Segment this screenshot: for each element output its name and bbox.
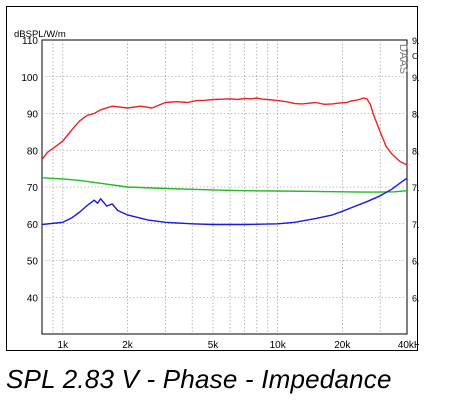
x-tick-label: 40kHz	[398, 340, 419, 351]
chart-caption: SPL 2.83 V - Phase - Impedance	[6, 364, 392, 394]
y2-axis-unit: Ohm	[412, 51, 419, 61]
y2-tick-label: 8.30	[412, 146, 419, 156]
y2-tick-label: 7.30	[412, 220, 419, 230]
spl-phase-impedance-chart: 110 100 90 80 70 60 50 40 9.80 9.30 8.80 8.30 7.80 7.…	[14, 29, 419, 351]
y2-tick-label: 6.80	[412, 257, 419, 267]
y-tick-label: 50	[27, 257, 39, 268]
series-line-spl	[41, 97, 408, 166]
y2-tick-label: 8.80	[412, 110, 419, 120]
x-tick-label: 2k	[122, 340, 134, 351]
y2-tick-label: 6.30	[412, 293, 419, 303]
x-tick-label: 5k	[208, 340, 220, 351]
y-tick-label: 60	[27, 220, 39, 231]
watermark-text: DAAS	[397, 44, 409, 74]
axis-labels: 110 100 90 80 70 60 50 40 9.80 9.30 8.80 8.30 7.80 7.…	[14, 29, 419, 351]
y-tick-label: 40	[27, 293, 39, 304]
y2-tick-label: 9.30	[412, 73, 419, 83]
y-tick-label: 70	[27, 183, 39, 194]
y2-tick-label: 7.80	[412, 183, 419, 193]
x-tick-label: 1k	[58, 340, 70, 351]
y-tick-label: 110	[22, 36, 38, 47]
series-line-phase	[41, 177, 408, 193]
series-lines	[41, 97, 408, 226]
series-line-impedance	[41, 177, 408, 226]
y-tick-label: 100	[21, 73, 38, 84]
grid-lines	[41, 39, 408, 335]
x-tick-label: 10k	[270, 340, 287, 351]
y-axis-unit: dBSPL/W/m	[14, 29, 66, 40]
chart-frame: 110 100 90 80 70 60 50 40 9.80 9.30 8.80 8.30 7.80 7.…	[6, 6, 419, 351]
y2-tick-label: 9.80	[412, 36, 419, 46]
x-tick-label: 20k	[334, 340, 351, 351]
y-tick-label: 80	[27, 146, 39, 157]
y-tick-label: 90	[27, 110, 39, 121]
